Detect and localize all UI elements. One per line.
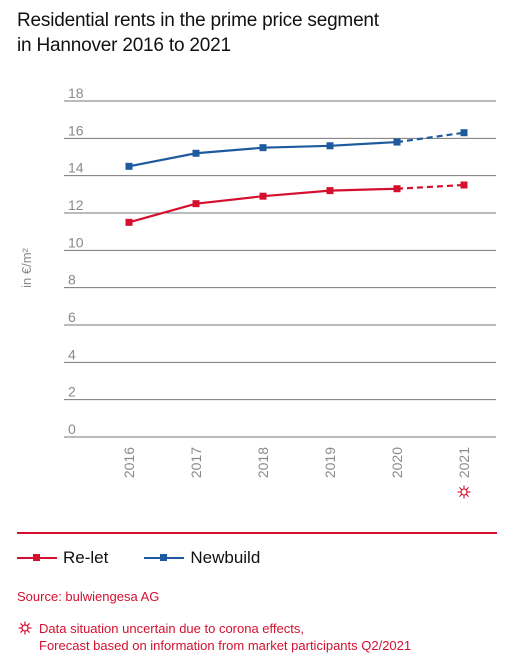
point-re-let-2017 — [192, 200, 200, 208]
series-forecast-line-re-let — [396, 183, 465, 190]
point-re-let-2016 — [125, 218, 133, 226]
y-tick-label-0: 0 — [68, 421, 76, 437]
source-note: Source: bulwiengesa AG — [17, 589, 160, 604]
legend-item-relet: Re-let — [17, 548, 108, 568]
y-tick-label-12: 12 — [68, 197, 84, 213]
forecast-virus-icon — [457, 485, 471, 499]
gridlines — [64, 100, 496, 438]
x-tick-label-2021: 2021 — [456, 447, 472, 478]
y-tick-label-18: 18 — [68, 85, 84, 101]
y-tick-label-10: 10 — [68, 234, 84, 250]
legend-marker-relet — [17, 552, 57, 564]
corona-note-line-2: Forecast based on information from marke… — [39, 638, 412, 653]
x-tick-label-2018: 2018 — [255, 447, 271, 478]
line-chart: 0 2 4 6 8 10 12 14 16 18 in €/m² 2016 2017 2018 2019… — [19, 85, 496, 499]
y-tick-label-16: 16 — [68, 122, 84, 138]
point-re-let-2020 — [393, 185, 401, 193]
y-tick-label-8: 8 — [68, 272, 76, 288]
x-tick-labels: 2016 2017 2018 2019 2020 2021 — [121, 447, 472, 478]
point-newbuild-2021 — [460, 129, 468, 137]
y-tick-label-4: 4 — [68, 346, 76, 362]
point-newbuild-2020 — [393, 138, 401, 146]
x-tick-label-2020: 2020 — [389, 447, 405, 478]
chart-title-line-1: Residential rents in the prime price seg… — [17, 10, 379, 31]
x-tick-label-2016: 2016 — [121, 447, 137, 478]
legend-marker-newbuild — [144, 552, 185, 564]
y-tick-label-2: 2 — [68, 384, 76, 400]
chart-title: Residential rents in the prime price seg… — [17, 8, 497, 58]
y-axis-label: in €/m² — [19, 247, 34, 287]
corona-note: Data situation uncertain due to corona e… — [17, 620, 411, 654]
chart-title-line-2: in Hannover 2016 to 2021 — [17, 35, 231, 56]
x-tick-label-2017: 2017 — [188, 447, 204, 478]
y-tick-label-14: 14 — [68, 160, 84, 176]
virus-icon — [18, 621, 32, 635]
series-lines — [128, 131, 465, 224]
series-forecast-line-newbuild — [396, 131, 465, 144]
point-newbuild-2019 — [326, 142, 334, 150]
point-newbuild-2018 — [259, 144, 267, 152]
y-tick-labels: 0 2 4 6 8 10 12 14 16 18 — [68, 85, 84, 437]
point-newbuild-2016 — [125, 162, 133, 170]
point-re-let-2018 — [259, 192, 267, 200]
point-newbuild-2017 — [192, 149, 200, 157]
legend-label-newbuild: Newbuild — [190, 548, 261, 567]
corona-note-text: Data situation uncertain due to corona e… — [39, 620, 411, 654]
legend-label-relet: Re-let — [63, 548, 109, 567]
legend-item-newbuild: Newbuild — [144, 548, 260, 568]
legend: Re-let Newbuild — [17, 546, 296, 570]
y-tick-label-6: 6 — [68, 309, 76, 325]
point-re-let-2019 — [326, 187, 334, 195]
x-tick-label-2019: 2019 — [322, 447, 338, 478]
data-points — [125, 129, 468, 226]
point-re-let-2021 — [460, 181, 468, 189]
legend-divider — [17, 532, 497, 534]
corona-note-line-1: Data situation uncertain due to corona e… — [39, 621, 304, 636]
